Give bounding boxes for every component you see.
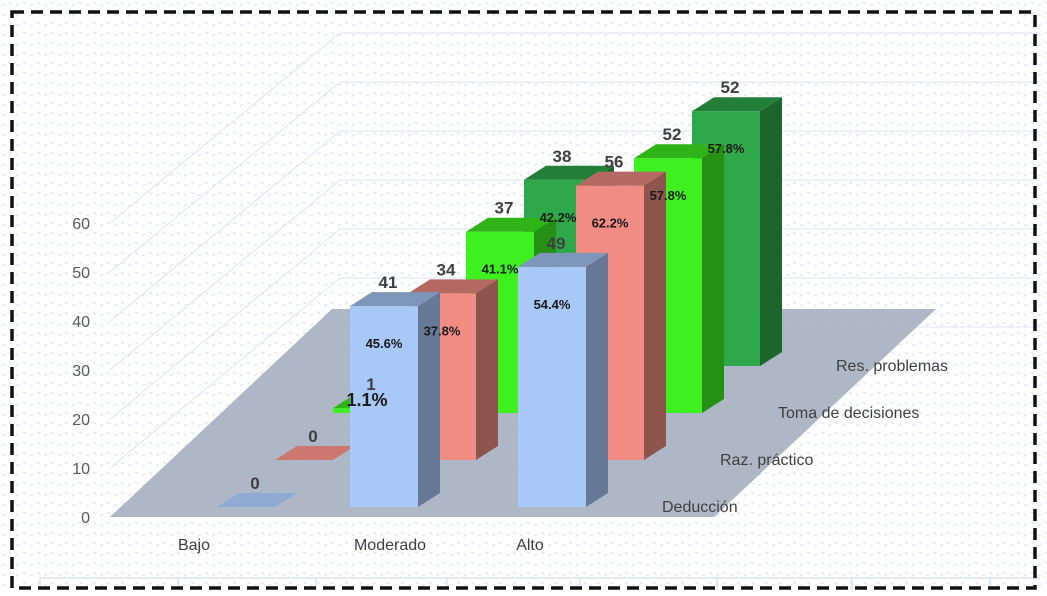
y-tick-label: 60: [72, 216, 90, 233]
series-label: Res. problemas: [836, 358, 948, 375]
y-tick-label: 50: [72, 265, 90, 282]
bar-front: [350, 306, 418, 507]
bar-tile: [217, 493, 297, 507]
value-label: 0: [308, 427, 317, 446]
bar-2-0: [518, 252, 608, 507]
value-label: 56: [605, 153, 624, 172]
bar-0-1: [275, 446, 355, 460]
value-label: 1: [366, 375, 375, 394]
bar-top: [634, 144, 724, 159]
y-tick-label: 20: [72, 412, 90, 429]
bars-group: [217, 97, 782, 507]
bar-top: [466, 217, 556, 232]
series-label: Deducción: [662, 499, 738, 516]
bar-0-0: [217, 493, 297, 507]
gridline-diag-2: [109, 228, 341, 420]
value-label: 0: [250, 474, 259, 493]
chart-border: [10, 10, 1037, 590]
bar-top: [408, 279, 498, 294]
category-label: Moderado: [354, 537, 426, 554]
bar-top: [692, 97, 782, 112]
bar-top: [350, 292, 440, 307]
bottom-grid: [39, 577, 1040, 590]
percent-label: 57.8%: [650, 188, 687, 203]
percent-label: 54.4%: [534, 297, 571, 312]
bar-1-0: [350, 292, 440, 507]
y-tick-label: 0: [81, 510, 90, 527]
category-label: Bajo: [178, 537, 210, 554]
category-label: Alto: [516, 537, 544, 554]
gridline-diag-6: [109, 32, 341, 224]
bar-tile: [275, 446, 355, 460]
bar-side: [702, 144, 724, 413]
percent-label: 41.1%: [482, 262, 519, 277]
series-label: Raz. práctico: [720, 452, 813, 469]
gridline-diag-3: [109, 179, 341, 371]
value-label: 37: [495, 199, 514, 218]
labels-group: 38 42.2% 52 57.8% 11.1% 37 41.1% 52 57.8% 0 34 37.8…: [250, 78, 745, 493]
bar-top: [576, 171, 666, 186]
bar-top: [518, 252, 608, 267]
y-tick-label: 30: [72, 363, 90, 380]
gridline-diag-5: [109, 81, 341, 273]
bar-side: [644, 171, 666, 460]
gridline-diag-1: [109, 277, 341, 469]
y-tick-label: 40: [72, 314, 90, 331]
percent-label: 37.8%: [424, 323, 461, 338]
value-label: 34: [437, 260, 456, 279]
value-label: 52: [721, 78, 740, 97]
bar-side: [476, 279, 498, 460]
value-label: 41: [379, 273, 398, 292]
value-label: 38: [553, 147, 572, 166]
percent-label: 1.1%: [346, 390, 387, 410]
bar-side: [418, 292, 440, 507]
y-tick-label: 10: [72, 461, 90, 478]
bar-side: [586, 252, 608, 507]
bar-front: [518, 266, 586, 507]
series-label: Toma de decisiones: [778, 405, 919, 422]
percent-label: 57.8%: [708, 141, 745, 156]
bar-side: [760, 97, 782, 366]
value-label: 52: [663, 125, 682, 144]
gridline-diag-4: [109, 130, 341, 322]
percent-label: 62.2%: [592, 216, 629, 231]
percent-label: 42.2%: [540, 210, 577, 225]
percent-label: 45.6%: [366, 336, 403, 351]
value-label: 49: [547, 234, 566, 253]
